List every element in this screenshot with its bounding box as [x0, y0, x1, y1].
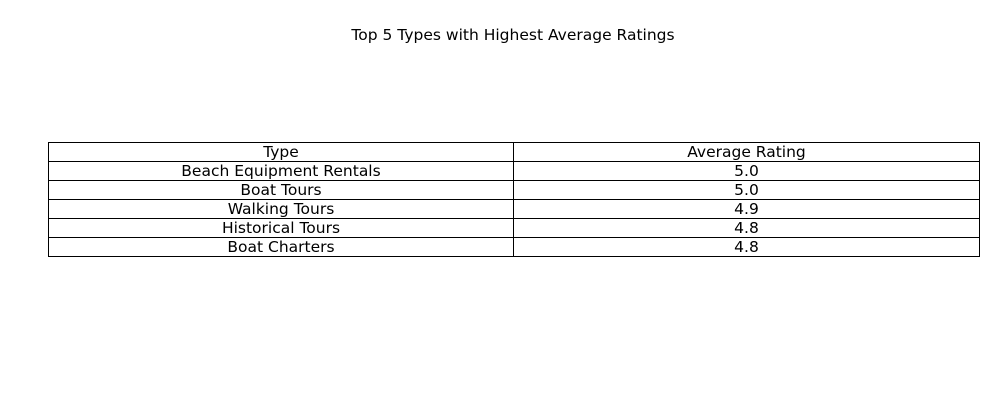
table-header-row: Type Average Rating: [48, 142, 980, 162]
average-rating-cell: 5.0: [513, 161, 980, 181]
column-header-type: Type: [48, 142, 514, 162]
column-header-average-rating: Average Rating: [513, 142, 980, 162]
table-row: Beach Equipment Rentals 5.0: [48, 161, 980, 181]
table-row: Historical Tours 4.8: [48, 218, 980, 238]
type-cell: Beach Equipment Rentals: [48, 161, 514, 181]
type-cell: Boat Charters: [48, 237, 514, 257]
ratings-table: Type Average Rating Beach Equipment Rent…: [48, 142, 980, 257]
table-row: Boat Charters 4.8: [48, 237, 980, 257]
type-cell: Boat Tours: [48, 180, 514, 200]
type-cell: Historical Tours: [48, 218, 514, 238]
table-row: Walking Tours 4.9: [48, 199, 980, 219]
average-rating-cell: 4.8: [513, 237, 980, 257]
average-rating-cell: 4.9: [513, 199, 980, 219]
average-rating-cell: 4.8: [513, 218, 980, 238]
table-row: Boat Tours 5.0: [48, 180, 980, 200]
average-rating-cell: 5.0: [513, 180, 980, 200]
type-cell: Walking Tours: [48, 199, 514, 219]
chart-title: Top 5 Types with Highest Average Ratings: [351, 26, 675, 44]
